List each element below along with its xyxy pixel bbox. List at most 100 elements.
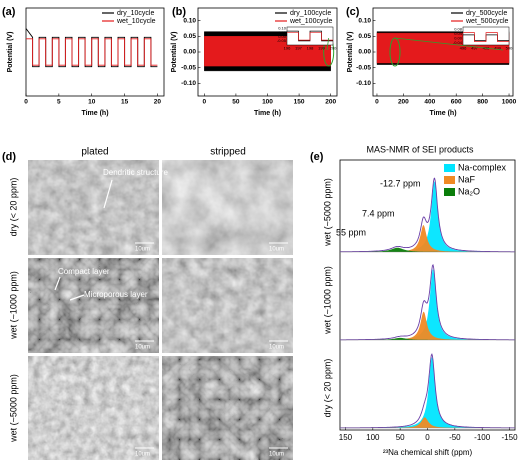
x-tick-label: 150 bbox=[294, 99, 305, 106]
legend-label: dry_500cycle bbox=[466, 10, 507, 17]
inset-x-tick-label: 499 bbox=[494, 46, 501, 51]
legend-label: dry_10cycle bbox=[117, 10, 154, 17]
legend-label: wet_100cycle bbox=[289, 18, 333, 25]
x-axis-label: Time (h) bbox=[429, 110, 456, 117]
scale-label: 10um bbox=[135, 452, 150, 458]
scale-bars: 10um 10um 10um 10um 10um 10um bbox=[135, 242, 288, 458]
sem-image bbox=[162, 160, 293, 255]
column-header: stripped bbox=[210, 147, 246, 158]
peak-component bbox=[340, 311, 515, 340]
scale-label: 10um bbox=[135, 345, 150, 351]
inset-y-tick-label: 0.04 bbox=[454, 31, 463, 36]
sem-image bbox=[28, 356, 159, 460]
inset-y-tick-label: 0.05 bbox=[278, 30, 287, 35]
row-label: wet (~5000 ppm) bbox=[8, 374, 18, 443]
scale-label: 10um bbox=[135, 247, 150, 253]
x-tick-label: 100 bbox=[262, 99, 273, 106]
y-axis-label: Potential (V) bbox=[7, 32, 14, 73]
inset-x-tick-label: 496 bbox=[460, 46, 467, 51]
plot-frame bbox=[25, 7, 165, 97]
inset-x-tick-label: 198 bbox=[307, 46, 314, 51]
legend-label: wet_10cycle bbox=[116, 18, 156, 25]
row-label: dry (< 20 ppm) bbox=[8, 178, 18, 237]
y-tick-label: -0.05 bbox=[356, 64, 371, 71]
x-axis-label: Time (h) bbox=[254, 110, 281, 117]
series-line bbox=[463, 32, 509, 42]
scale-label: 10um bbox=[269, 345, 284, 351]
sem-image bbox=[162, 258, 293, 353]
y-tick-label: 0.05 bbox=[183, 33, 196, 40]
x-tick-label: -50 bbox=[449, 433, 461, 442]
legend-swatch bbox=[444, 188, 455, 196]
legend-label: dry_100cycle bbox=[290, 10, 331, 17]
scale-label: 10um bbox=[269, 247, 284, 253]
x-tick-label: 200 bbox=[398, 99, 409, 106]
inset-x-tick-label: 196 bbox=[284, 46, 291, 51]
x-tick-label: 150 bbox=[339, 433, 353, 442]
inset-x-tick-label: 199 bbox=[318, 46, 325, 51]
inset-x-tick-label: 197 bbox=[295, 46, 302, 51]
row-label: wet (~5000 ppm) bbox=[322, 178, 332, 247]
y-tick-label: 0.10 bbox=[183, 17, 196, 24]
arrow bbox=[69, 294, 85, 301]
legend-label: Na-complex bbox=[458, 162, 507, 172]
legend-label: Na₂O bbox=[458, 186, 480, 196]
fit-curve bbox=[340, 353, 515, 429]
peak-annotation: 55 ppm bbox=[336, 227, 366, 237]
arrow bbox=[103, 179, 113, 209]
inset-x-tick-label: 200 bbox=[330, 46, 337, 51]
inset-y-tick-label: 0.08 bbox=[454, 26, 463, 31]
y-axis-label: Potential (V) bbox=[171, 32, 178, 73]
peak-annotation: 7.4 ppm bbox=[362, 208, 395, 218]
y-tick-label: -0.05 bbox=[181, 64, 196, 71]
x-axis-label: Time (h) bbox=[81, 110, 108, 117]
legend-swatch bbox=[444, 164, 455, 172]
x-tick-label: 20 bbox=[154, 99, 162, 106]
panel-label: (b) bbox=[172, 6, 186, 18]
x-tick-label: -150 bbox=[502, 433, 519, 442]
sem-image bbox=[162, 356, 293, 460]
x-tick-label: 50 bbox=[396, 433, 405, 442]
x-tick-label: 15 bbox=[121, 99, 129, 106]
x-tick-label: 0 bbox=[24, 99, 28, 106]
y-axis-label: Potential (V) bbox=[347, 32, 354, 73]
x-tick-label: -100 bbox=[474, 433, 491, 442]
row-label: wet (~1000 ppm) bbox=[322, 266, 332, 335]
column-header: plated bbox=[81, 147, 108, 158]
y-tick-label: 0.00 bbox=[358, 49, 371, 56]
y-tick-label: -0.10 bbox=[356, 80, 371, 87]
inset-y-tick-label: 0.00 bbox=[454, 35, 463, 40]
arrow bbox=[54, 276, 61, 291]
legend-swatch bbox=[444, 176, 455, 184]
inset-x-tick-label: 497 bbox=[471, 46, 478, 51]
y-tick-label: 0.05 bbox=[358, 33, 371, 40]
fit-curve bbox=[339, 177, 515, 253]
x-tick-label: 0 bbox=[203, 99, 207, 106]
x-tick-label: 800 bbox=[477, 99, 488, 106]
panel-label: (e) bbox=[310, 151, 324, 163]
y-tick-label: 0.00 bbox=[183, 49, 196, 56]
x-tick-label: 1000 bbox=[502, 99, 517, 106]
plot-frame bbox=[339, 159, 516, 431]
y-tick-label: -0.10 bbox=[181, 80, 196, 87]
sem-image bbox=[28, 160, 159, 255]
sem-image bbox=[28, 258, 159, 353]
peak-component bbox=[340, 225, 515, 252]
inset-x-tick-label: 500 bbox=[506, 46, 513, 51]
legend-label: wet_500cycle bbox=[465, 18, 509, 25]
x-tick-label: 200 bbox=[325, 99, 336, 106]
annotation: Microporous layer bbox=[84, 290, 148, 299]
x-tick-label: 100 bbox=[366, 433, 380, 442]
peak-component bbox=[340, 357, 515, 428]
y-tick-label: 0.10 bbox=[358, 17, 371, 24]
x-tick-label: 50 bbox=[232, 99, 240, 106]
x-axis-label: ²³Na chemical shift (ppm) bbox=[383, 448, 473, 457]
x-tick-label: 0 bbox=[425, 433, 430, 442]
inset-y-tick-label: -0.04 bbox=[453, 40, 463, 45]
fit-curve bbox=[340, 263, 515, 341]
x-tick-label: 600 bbox=[451, 99, 462, 106]
x-tick-label: 5 bbox=[57, 99, 61, 106]
legend-label: NaF bbox=[458, 174, 476, 184]
panel-label: (d) bbox=[2, 151, 16, 163]
inset-y-tick-label: 0.00 bbox=[278, 34, 287, 39]
